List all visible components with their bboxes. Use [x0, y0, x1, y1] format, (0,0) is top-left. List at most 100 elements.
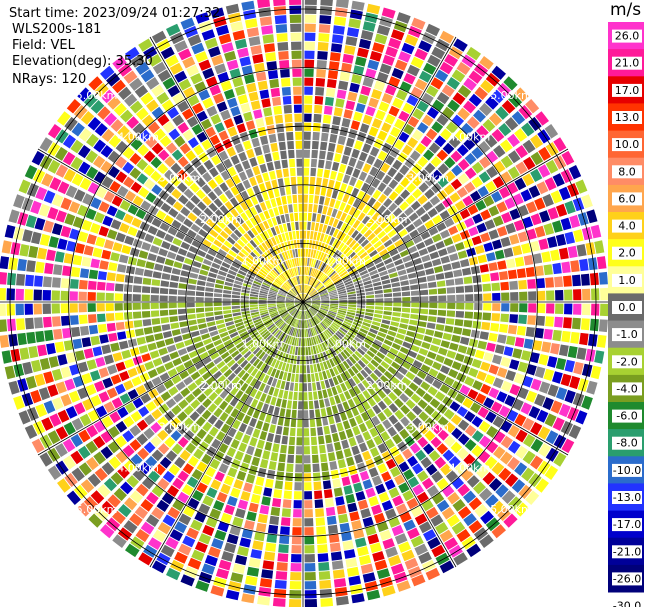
velocity-gate [288, 445, 295, 455]
velocity-gate [290, 289, 297, 296]
velocity-gate [296, 230, 300, 239]
velocity-gate [146, 514, 160, 527]
velocity-gates [0, 0, 609, 607]
velocity-gate [316, 284, 324, 291]
velocity-gate [31, 359, 42, 373]
velocity-gate [354, 453, 364, 464]
velocity-gate [279, 263, 285, 272]
range-ring-label: 5.00km [76, 503, 118, 516]
velocity-gate [245, 168, 254, 179]
velocity-gate [333, 107, 343, 117]
velocity-gate [363, 353, 373, 362]
velocity-gate [350, 473, 361, 484]
velocity-gate [362, 204, 371, 214]
velocity-gate [281, 233, 287, 242]
velocity-gate [485, 494, 499, 508]
velocity-gate [290, 268, 295, 277]
velocity-gate [189, 423, 201, 434]
velocity-gate [278, 290, 287, 295]
velocity-gate [377, 205, 387, 215]
velocity-gate [381, 585, 396, 597]
velocity-gate [353, 209, 361, 219]
velocity-gate [245, 120, 256, 131]
velocity-gate [295, 276, 299, 285]
velocity-gate [346, 27, 360, 38]
velocity-gate [259, 293, 268, 297]
velocity-gate [202, 196, 212, 206]
velocity-gate [435, 240, 445, 250]
velocity-gate [375, 335, 385, 343]
velocity-gate [46, 343, 56, 355]
velocity-gate [294, 258, 298, 267]
velocity-gate [112, 352, 123, 362]
velocity-gate [463, 238, 474, 249]
velocity-gate [338, 306, 348, 309]
velocity-gate [552, 329, 562, 342]
velocity-gate [296, 285, 301, 294]
velocity-gate [321, 342, 327, 351]
velocity-gate [319, 196, 325, 205]
velocity-gate [271, 327, 279, 335]
velocity-gate [439, 560, 455, 574]
velocity-gate [313, 316, 320, 324]
velocity-gate [330, 125, 340, 135]
velocity-gate [123, 459, 137, 473]
velocity-gate [190, 223, 201, 233]
velocity-gate [332, 238, 339, 247]
elevation-label: Elevation(deg): 35.30 [12, 54, 153, 69]
velocity-gate [304, 86, 313, 95]
velocity-gate [327, 257, 335, 266]
velocity-gate [270, 506, 281, 517]
velocity-gate [267, 524, 279, 534]
velocity-gate [290, 289, 297, 296]
velocity-gate [226, 533, 239, 545]
velocity-gate [355, 103, 366, 113]
velocity-gate [71, 326, 81, 338]
velocity-gate [277, 462, 285, 472]
velocity-gate [313, 279, 319, 288]
velocity-gate [275, 169, 283, 179]
velocity-gate [224, 189, 234, 200]
range-ring-label: 3.00km [159, 420, 201, 433]
velocity-gate [289, 317, 295, 326]
velocity-gate [216, 274, 226, 281]
velocity-gate [364, 580, 378, 592]
velocity-gate [62, 455, 76, 470]
velocity-gate [60, 225, 72, 238]
velocity-gate [379, 63, 392, 75]
velocity-gate [294, 328, 298, 337]
velocity-gate [292, 231, 296, 240]
velocity-gate [129, 100, 143, 114]
velocity-gate [357, 248, 366, 257]
velocity-gate [287, 305, 295, 310]
velocity-gate [345, 409, 354, 419]
velocity-gate [430, 77, 444, 90]
velocity-gate [304, 536, 315, 545]
velocity-gate [362, 143, 372, 154]
velocity-gate [262, 191, 269, 201]
velocity-gate [145, 136, 158, 149]
velocity-gate [249, 206, 258, 216]
velocity-gate [322, 234, 329, 243]
velocity-gate [282, 168, 289, 178]
velocity-gate [356, 372, 365, 382]
velocity-gate [428, 226, 439, 236]
velocity-gate [250, 227, 259, 236]
velocity-gate [335, 450, 344, 460]
velocity-gate [222, 138, 233, 149]
velocity-gate [263, 551, 276, 561]
velocity-gate [560, 420, 573, 435]
velocity-gate [39, 137, 53, 152]
velocity-gate [480, 79, 494, 94]
velocity-gate [292, 288, 298, 295]
velocity-gate [34, 275, 43, 287]
velocity-gate [283, 204, 289, 214]
velocity-gate [329, 227, 336, 236]
velocity-gate [264, 153, 273, 163]
velocity-gate [223, 313, 233, 319]
velocity-gate [382, 54, 395, 66]
velocity-gate [0, 256, 10, 270]
velocity-gate [241, 593, 255, 604]
velocity-gate [370, 359, 380, 368]
velocity-gate [273, 207, 280, 216]
